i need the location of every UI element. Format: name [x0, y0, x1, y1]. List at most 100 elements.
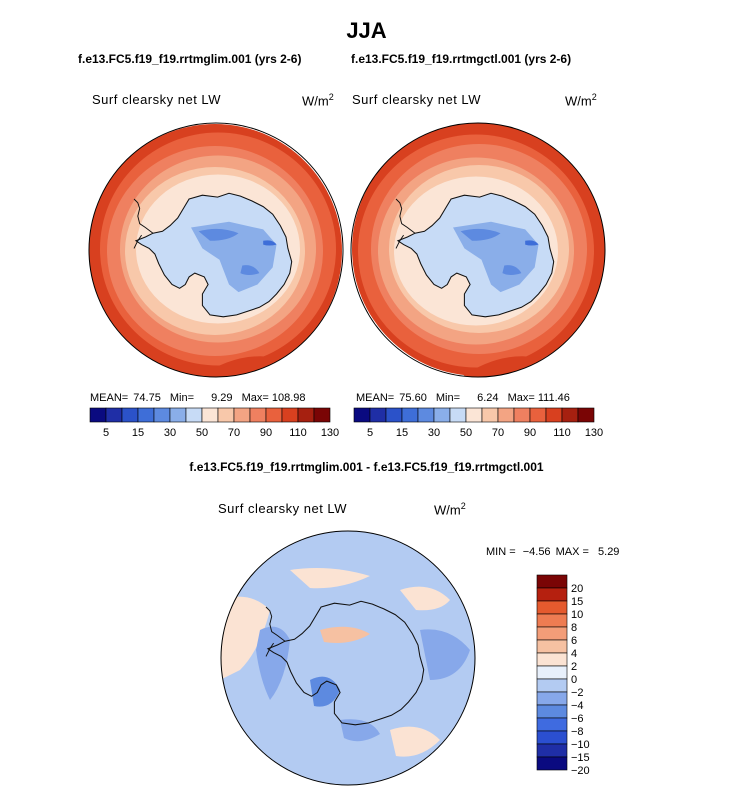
cbar2-swatch [369, 407, 387, 423]
coastline [134, 192, 293, 318]
diff-cbar-swatch [536, 600, 568, 615]
diff-cbar-swatch [536, 639, 568, 654]
panel1-stats: MEAN= 74.75 Min= 9.29 Max= 108.98 [90, 392, 306, 404]
diff-cbar-tick-label: −20 [571, 765, 590, 777]
diff-cbar-swatch [536, 756, 568, 771]
cbar1-swatch [137, 407, 155, 423]
cbar2-tick-label: 110 [553, 427, 571, 439]
cbar2-swatch [465, 407, 483, 423]
interior-field [502, 265, 522, 275]
interior-field [460, 228, 501, 241]
panel1-mean-label: MEAN= [90, 392, 129, 404]
diff-cbar-tick-label: 2 [571, 661, 577, 673]
diff-cbar-swatch [536, 574, 568, 589]
panel1-units: W/m2 [302, 92, 334, 109]
page-title: JJA [346, 18, 387, 43]
colorbar-panel1: 5 15 30 50 70 90 110 130 [89, 407, 339, 439]
diff-cbar-tick-label: 6 [571, 635, 577, 647]
panel1-mean-value: 74.75 [133, 392, 161, 404]
diff-cbar-tick-label: 4 [571, 648, 577, 660]
interior-field [198, 228, 239, 241]
diff-cbar-tick-label: −10 [571, 739, 590, 751]
coastline [266, 600, 425, 726]
diff-cbar-tick-label: −4 [571, 700, 584, 712]
cbar1-swatch [121, 407, 139, 423]
panel1-case-title: f.e13.FC5.f19_f19.rrtmglim.001 (yrs 2-6) [78, 52, 302, 66]
colorbar-panel2: 5 15 30 50 70 90 110 130 [353, 407, 603, 439]
map-panel-rrtmgctl [350, 122, 606, 378]
panel2-max-label: Max= [507, 392, 535, 404]
panel1-min-label: Min= [169, 392, 195, 404]
panel2-min-label: Min= [435, 392, 461, 404]
diff-case-title: f.e13.FC5.f19_f19.rrtmglim.001 - f.e13.F… [189, 460, 544, 474]
diff-max-label: MAX = [555, 546, 589, 558]
positive-anomaly [320, 626, 370, 643]
panel2-variable: Surf clearsky net LW [352, 92, 481, 107]
diff-min-label: MIN = [486, 546, 516, 558]
cbar2-swatch [401, 407, 419, 423]
diff-cbar-tick-label: 20 [571, 583, 583, 595]
negative-anomaly [256, 626, 290, 700]
diff-cbar-swatch [536, 743, 568, 758]
diff-cbar-swatch [536, 691, 568, 706]
diff-cbar-tick-label: 10 [571, 609, 583, 621]
map-border [350, 122, 606, 378]
diff-units: W/m2 [434, 501, 466, 518]
cbar1-swatch [265, 407, 283, 423]
cbar1-swatch [201, 407, 219, 423]
cbar1-swatch [169, 407, 187, 423]
diff-max-value: 5.29 [598, 546, 620, 558]
diff-variable: Surf clearsky net LW [218, 501, 347, 516]
cbar1-tick-label: 90 [260, 427, 272, 439]
map-border [88, 122, 344, 378]
panel1-max-label: Max= [241, 392, 269, 404]
map-panel-difference [220, 530, 476, 786]
cbar2-tick-label: 90 [524, 427, 536, 439]
map-border [220, 530, 476, 786]
panel1-min-value: 9.29 [211, 392, 233, 404]
panel2-max-value: 111.46 [537, 392, 570, 404]
cbar2-swatch [529, 407, 547, 423]
cbar2-swatch [513, 407, 531, 423]
diff-cbar-tick-label: 0 [571, 674, 577, 686]
cbar1-swatch [89, 407, 107, 423]
panel1-variable: Surf clearsky net LW [92, 92, 221, 107]
cbar1-tick-label: 30 [164, 427, 176, 439]
cbar2-tick-label: 70 [492, 427, 504, 439]
positive-anomaly [290, 568, 370, 589]
cbar2-tick-label: 5 [367, 427, 373, 439]
cbar1-tick-label: 50 [196, 427, 208, 439]
cbar2-tick-label: 15 [396, 427, 408, 439]
cbar1-swatch [297, 407, 315, 423]
positive-anomaly [221, 596, 270, 680]
cbar1-tick-label: 110 [289, 427, 307, 439]
cbar2-swatch [561, 407, 579, 423]
cbar2-tick-label: 30 [428, 427, 440, 439]
interior-field [240, 265, 260, 275]
coastline [133, 198, 154, 249]
cbar2-swatch [545, 407, 563, 423]
cbar1-swatch [233, 407, 251, 423]
interior-field [263, 240, 277, 246]
negative-anomaly [340, 719, 380, 742]
diff-cbar-swatch [536, 613, 568, 628]
cbar1-tick-label: 5 [103, 427, 109, 439]
cbar2-swatch [497, 407, 515, 423]
cbar1-swatch [313, 407, 331, 423]
cbar1-swatch [281, 407, 299, 423]
panel2-mean-value: 75.60 [399, 392, 427, 404]
cbar2-swatch [577, 407, 595, 423]
cbar1-swatch [217, 407, 235, 423]
panel2-units: W/m2 [565, 92, 597, 109]
coastline [265, 606, 286, 657]
diff-cbar-tick-label: 15 [571, 596, 583, 608]
diff-stats: MIN = −4.56 MAX = 5.29 [486, 546, 619, 558]
diff-cbar-swatch [536, 626, 568, 641]
cbar2-tick-label: 50 [460, 427, 472, 439]
diff-min-value: −4.56 [522, 546, 551, 558]
cbar2-swatch [433, 407, 451, 423]
diff-cbar-swatch [536, 587, 568, 602]
positive-anomaly [400, 586, 450, 611]
diff-cbar-swatch [536, 665, 568, 680]
cbar1-swatch [249, 407, 267, 423]
